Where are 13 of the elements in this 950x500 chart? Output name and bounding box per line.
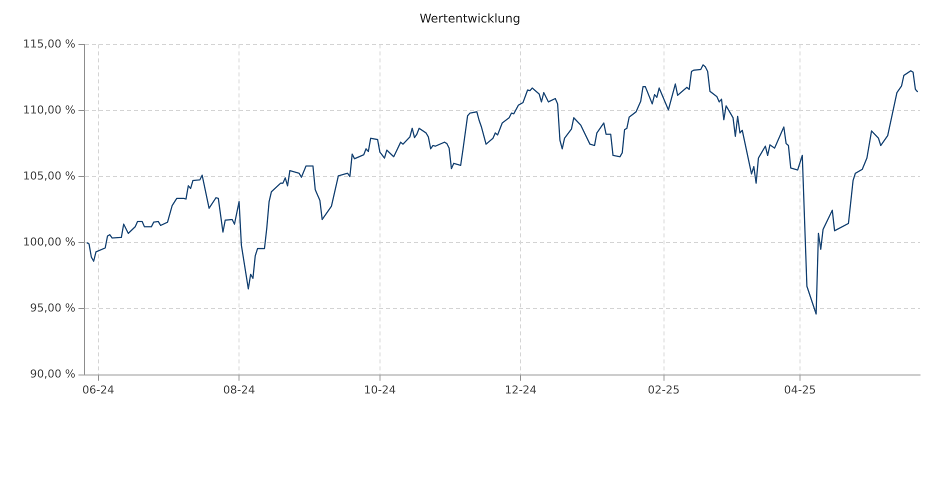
y-tick-label: 90,00 % [30,368,76,381]
y-tick-label: 110,00 % [22,103,76,116]
chart-title: Wertentwicklung [420,11,520,26]
x-tick-label: 08-24 [223,383,256,396]
y-tick-label: 100,00 % [22,236,76,248]
x-tick-label: 06-24 [82,383,114,396]
y-tick-label: 95,00 % [30,302,76,315]
x-tick-label: 10-24 [364,383,396,396]
x-tick-label: 02-25 [648,383,680,396]
x-tick-label: 12-24 [504,383,537,396]
y-tick-label: 115,00 % [22,37,76,50]
y-tick-label: 105,00 % [22,169,76,182]
x-tick-label: 04-25 [784,383,816,396]
